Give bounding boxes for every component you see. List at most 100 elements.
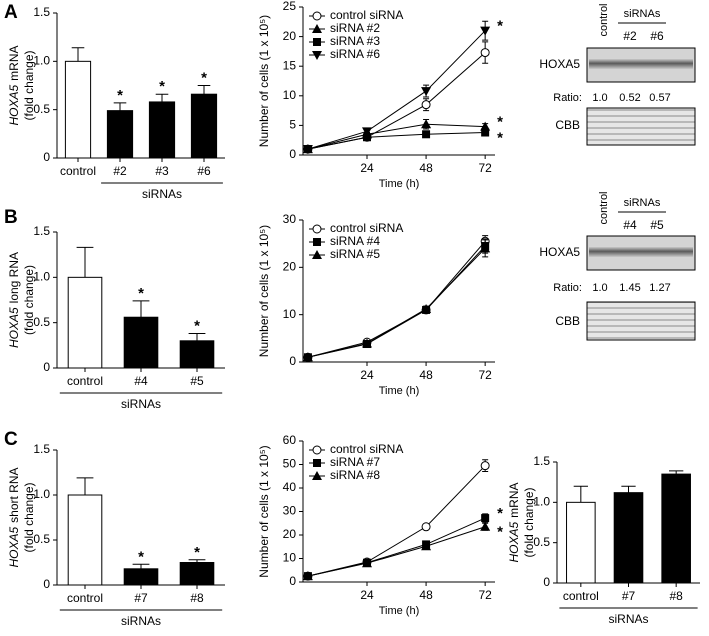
bar (179, 562, 215, 586)
error-bar (155, 93, 169, 102)
y-axis-label: Number of cells (1 x 10⁵) (257, 225, 271, 357)
y-tick-label: 40 (283, 480, 297, 494)
legend-label: control siRNA (330, 221, 403, 235)
y-axis-label: (fold change) (22, 265, 36, 335)
bar (148, 101, 176, 159)
bar (67, 494, 103, 586)
significance: * (138, 548, 144, 565)
y-axis-label-gene: HOXA5 (7, 85, 21, 126)
cbb-image (586, 107, 696, 146)
cbb-image (586, 301, 696, 341)
y-tick-label: 1.5 (33, 224, 50, 238)
marker (422, 130, 431, 139)
y-tick-label: 10 (283, 88, 297, 102)
series-line (307, 30, 486, 150)
error-bar (113, 102, 127, 111)
y-tick-label: 1.0 (33, 270, 50, 284)
y-tick-label: 0 (543, 575, 550, 589)
x-tick-label: 24 (360, 161, 374, 175)
marker (480, 121, 491, 131)
legend-label: control siRNA (330, 8, 403, 22)
significance: * (194, 318, 200, 335)
blot-group-label: siRNAs (624, 8, 661, 20)
y-tick-label: 0 (289, 147, 296, 161)
bar (106, 110, 134, 159)
y-axis-label-text: short RNA (7, 467, 21, 522)
x-tick-label: control (60, 164, 96, 178)
series-line (307, 123, 486, 150)
marker (302, 352, 313, 362)
y-tick-label: 0 (43, 577, 50, 591)
x-tick-label: 24 (360, 368, 374, 382)
y-tick-label: 0 (43, 150, 50, 164)
significance: * (201, 69, 207, 86)
marker (312, 224, 322, 234)
marker (362, 558, 372, 568)
series-line (307, 465, 486, 577)
marker (312, 471, 322, 480)
blot-row-label: HOXA5 (539, 57, 580, 71)
marker (363, 133, 371, 142)
bar (613, 492, 644, 584)
y-tick-label: 0.5 (33, 315, 50, 329)
y-axis-label: (fold change) (522, 487, 536, 557)
error-bar (71, 47, 85, 62)
marker (480, 461, 490, 471)
bar (123, 316, 159, 369)
y-tick-label: 1.5 (33, 442, 50, 456)
ratio: 0.52 (619, 92, 640, 104)
bar (190, 93, 218, 159)
marker (302, 571, 313, 581)
blot-band (589, 58, 693, 70)
ratio-label: Ratio: (553, 92, 582, 104)
significance: * (194, 544, 200, 561)
series-line (307, 132, 486, 150)
x-tick-label: 48 (419, 161, 433, 175)
y-axis-label-gene: HOXA5 (507, 522, 521, 563)
group-label: siRNAs (608, 612, 648, 626)
marker (480, 521, 491, 531)
y-tick-label: 30 (283, 212, 297, 226)
y-tick-label: 20 (283, 260, 297, 274)
blot-loading-label: CBB (555, 118, 580, 132)
legend-label: siRNA #7 (330, 455, 380, 469)
bar (64, 60, 92, 159)
bar (67, 276, 103, 369)
bar (566, 501, 596, 584)
ratio-label: Ratio: (553, 282, 582, 294)
y-axis-label: (fold change) (22, 482, 36, 552)
x-tick-label: control (67, 374, 103, 388)
x-tick-label: #7 (134, 591, 148, 605)
y-tick-label: 1.0 (33, 54, 50, 68)
marker (481, 514, 490, 523)
y-axis-label: Number of cells (1 x 10⁵) (257, 445, 271, 577)
blot-group-label: siRNAs (624, 197, 661, 209)
y-tick-label: 30 (283, 504, 297, 518)
y-tick-label: 10 (283, 307, 297, 321)
y-axis-label-gene: HOXA5 (7, 527, 21, 568)
x-axis-label: Time (h) (379, 385, 420, 397)
series-line (307, 248, 486, 358)
x-tick-label: control (67, 591, 103, 605)
blot-band (589, 246, 693, 258)
marker (421, 303, 432, 313)
y-axis-label-gene: HOXA5 (7, 307, 21, 348)
legend-label: siRNA #2 (330, 21, 380, 35)
blot-column-label: control (598, 3, 610, 36)
y-tick-label: 1.0 (533, 495, 550, 509)
marker (313, 238, 321, 246)
ratio: 1.0 (592, 282, 607, 294)
legend-label: siRNA #8 (330, 468, 380, 482)
blot-loading-label: CBB (555, 314, 580, 328)
series-line (307, 52, 486, 150)
y-axis-label: Number of cells (1 x 10⁵) (257, 15, 271, 147)
significance: * (159, 78, 165, 95)
y-tick-label: 0.5 (533, 535, 550, 549)
y-axis-label: HOXA5 mRNA (507, 482, 521, 562)
y-tick-label: 60 (283, 433, 297, 447)
series-line (307, 517, 486, 577)
x-tick-label: #7 (622, 589, 636, 603)
x-axis-label: Time (h) (379, 605, 420, 617)
marker (421, 541, 432, 551)
